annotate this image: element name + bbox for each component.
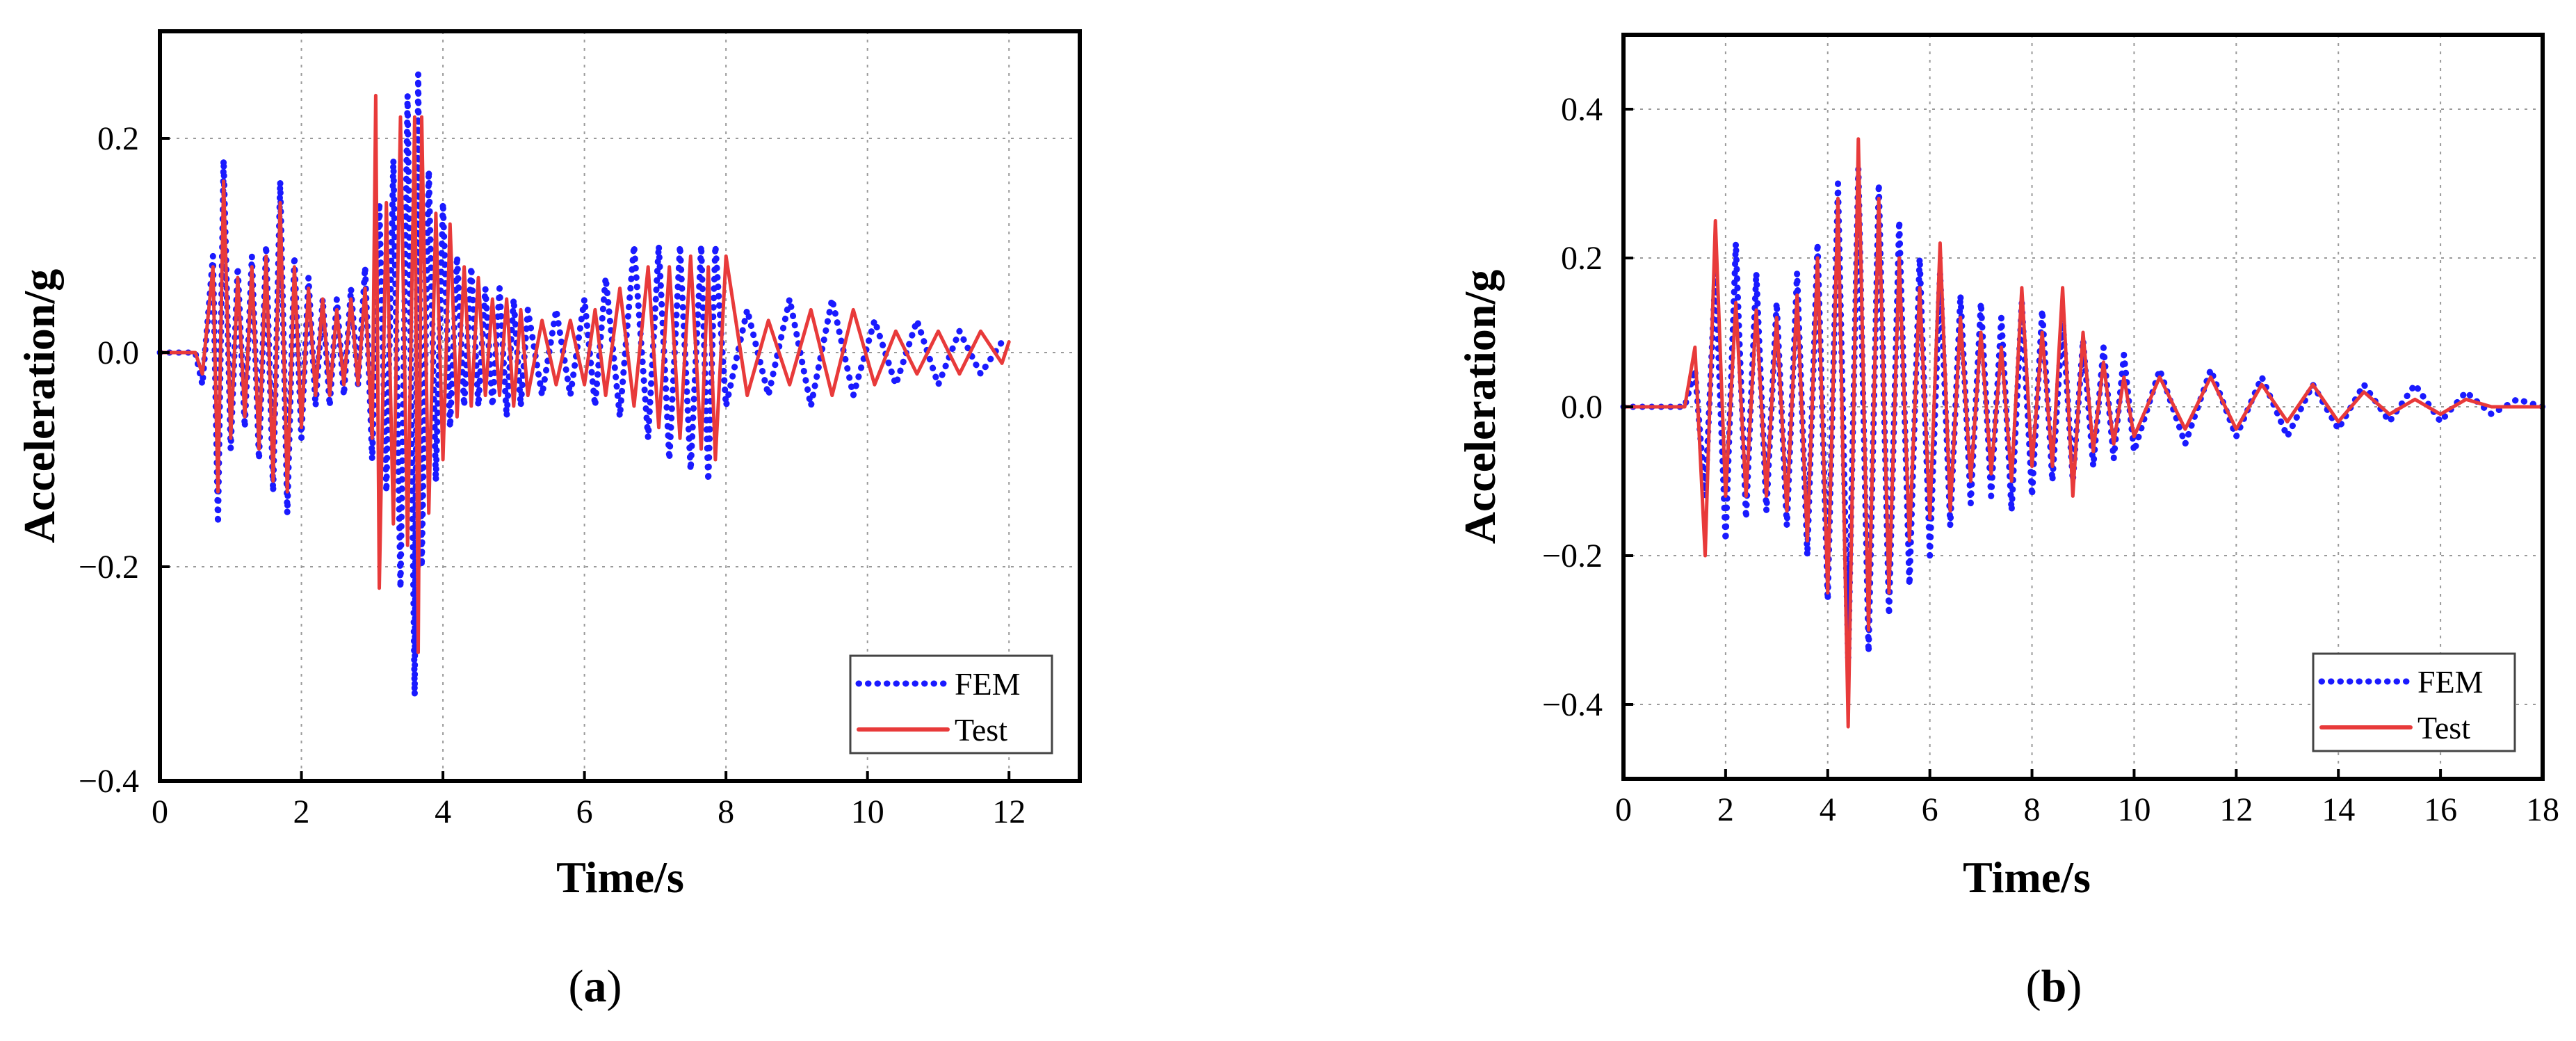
x-tick-label: 12 — [992, 793, 1026, 830]
x-tick-label: 12 — [2219, 791, 2253, 828]
x-tick-label: 14 — [2322, 791, 2355, 828]
x-tick-label: 2 — [293, 793, 310, 830]
x-tick-label: 6 — [1922, 791, 1938, 828]
chart-a: 0 2 4 6 8 10 12 −0.4 −0.2 0.0 0.2 Time/s Acceleratio… — [15, 29, 1082, 1012]
panel-caption: (b) — [2026, 961, 2082, 1012]
x-tick-label: 0 — [152, 793, 168, 830]
legend-fem-label: FEM — [955, 666, 1021, 702]
y-tick-label: −0.2 — [79, 549, 139, 586]
y-tick-label: 0.4 — [1561, 91, 1603, 128]
panel-caption: (a) — [569, 961, 622, 1012]
x-tick-label: 8 — [2024, 791, 2041, 828]
legend: FEM Test — [849, 654, 1053, 754]
x-tick-label: 10 — [2117, 791, 2150, 828]
series-test-line — [158, 93, 1011, 654]
x-tick-label: 16 — [2424, 791, 2457, 828]
x-tick-label: 4 — [435, 793, 451, 830]
y-tick-label: 0.2 — [1561, 240, 1603, 277]
y-tick-label: 0.0 — [1561, 389, 1603, 426]
series-test-line — [1621, 137, 2545, 729]
y-tick-label: 0.0 — [97, 334, 139, 371]
x-tick-label: 2 — [1717, 791, 1734, 828]
y-axis-label: Acceleration/g — [1455, 270, 1505, 544]
legend-fem-label: FEM — [2417, 664, 2484, 700]
x-axis-label: Time/s — [1963, 853, 2091, 902]
plot-frame — [158, 29, 1082, 783]
x-tick-label: 8 — [718, 793, 734, 830]
legend-test-label: Test — [955, 712, 1007, 748]
chart-b: 0 2 4 6 8 10 12 14 16 18 −0.4 −0.2 0.0 0.2 0.4 Time/s Ac… — [1455, 33, 2559, 1012]
y-tick-label: 0.2 — [97, 120, 139, 157]
x-axis-label: Time/s — [556, 853, 684, 902]
legend-test-label: Test — [2417, 710, 2470, 745]
legend-box — [2312, 652, 2516, 752]
x-tick-label: 4 — [1820, 791, 1836, 828]
legend-box — [849, 654, 1053, 754]
y-tick-label: −0.2 — [1542, 538, 1603, 574]
y-tick-label: −0.4 — [79, 763, 139, 800]
x-tick-label: 6 — [576, 793, 593, 830]
legend: FEM Test — [2312, 652, 2516, 752]
x-tick-label: 0 — [1615, 791, 1632, 828]
y-axis-label: Acceleration/g — [15, 269, 64, 544]
x-tick-label: 18 — [2526, 791, 2559, 828]
y-tick-label: −0.4 — [1542, 686, 1603, 723]
x-tick-label: 10 — [851, 793, 884, 830]
